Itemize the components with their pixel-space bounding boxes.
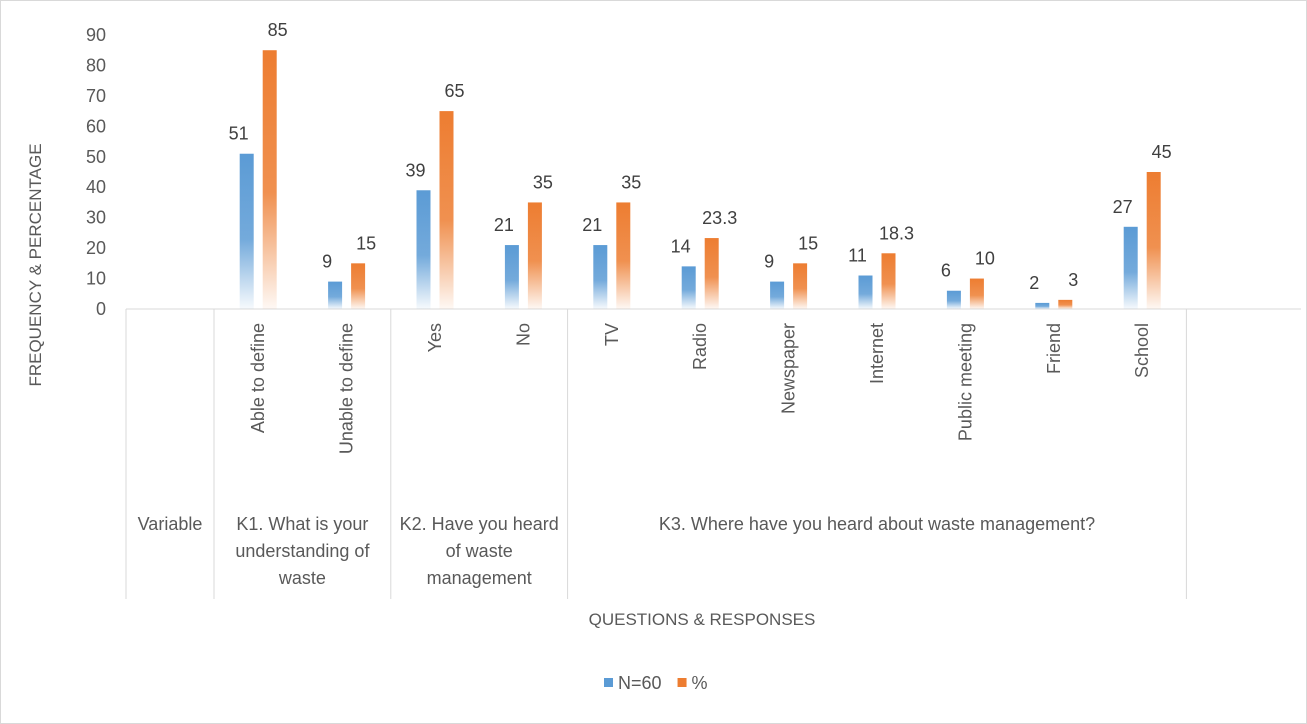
data-label: 10 bbox=[975, 249, 995, 269]
category-label-internet: Internet bbox=[867, 323, 887, 384]
data-label: 23.3 bbox=[702, 208, 737, 228]
category-label-able-to-define: Able to define bbox=[248, 323, 268, 433]
y-tick-label: 10 bbox=[86, 269, 106, 289]
bar-n-60-no bbox=[504, 245, 519, 309]
y-tick-label: 90 bbox=[86, 25, 106, 45]
y-tick-label: 0 bbox=[96, 299, 106, 319]
bar-n-60-public-meeting bbox=[946, 290, 961, 309]
bar-n-60-yes bbox=[416, 190, 431, 309]
bar-n-60-tv bbox=[593, 245, 608, 309]
data-label: 15 bbox=[356, 233, 376, 253]
bar-percent-newspaper bbox=[793, 263, 808, 309]
data-label: 35 bbox=[621, 172, 641, 192]
data-label: 3 bbox=[1068, 270, 1078, 290]
row-header-variable: Variable bbox=[138, 514, 203, 534]
data-label: 15 bbox=[798, 233, 818, 253]
bar-n-60-internet bbox=[858, 275, 873, 309]
group-label-k2: K2. Have you heard of waste management bbox=[400, 514, 559, 588]
category-label-no: No bbox=[513, 323, 533, 346]
data-label: 9 bbox=[322, 252, 332, 272]
data-label: 11 bbox=[848, 246, 867, 266]
bar-n-60-newspaper bbox=[770, 281, 785, 309]
category-label-newspaper: Newspaper bbox=[779, 323, 799, 414]
category-label-yes: Yes bbox=[425, 323, 445, 352]
legend-swatch bbox=[677, 678, 687, 687]
legend-swatch bbox=[604, 678, 613, 687]
bar-percent-able-to-define bbox=[262, 50, 277, 309]
bar-n-60-unable-to-define bbox=[328, 281, 343, 309]
bar-percent-tv bbox=[616, 202, 631, 309]
legend-label: N=60 bbox=[618, 673, 662, 693]
group-label-k3: K3. Where have you heard about waste man… bbox=[659, 514, 1095, 534]
data-labels: 51 85 9 15 39 65 21 35 21 35 14 23.3 9 15 11 18.3 6 10 2 3 2… bbox=[229, 20, 1172, 293]
category-label-friend: Friend bbox=[1044, 323, 1064, 374]
y-axis-ticks: 0 10 20 30 40 50 60 70 80 90 bbox=[86, 25, 106, 319]
bar-percent-school bbox=[1146, 172, 1161, 309]
data-label: 21 bbox=[582, 215, 602, 235]
data-label: 85 bbox=[268, 20, 288, 40]
bar-percent-no bbox=[527, 202, 542, 309]
category-label-public-meeting: Public meeting bbox=[955, 323, 975, 441]
data-label: 51 bbox=[229, 124, 249, 144]
data-label: 9 bbox=[764, 252, 774, 272]
y-tick-label: 30 bbox=[86, 208, 106, 228]
y-tick-label: 60 bbox=[86, 116, 106, 136]
data-label: 45 bbox=[1152, 142, 1172, 162]
category-label-unable-to-define: Unable to define bbox=[337, 323, 357, 454]
bar-n-60-radio bbox=[681, 266, 696, 309]
bar-percent-internet bbox=[881, 253, 896, 309]
bar-n-60-able-to-define bbox=[239, 153, 254, 309]
y-tick-label: 50 bbox=[86, 147, 106, 167]
y-tick-label: 20 bbox=[86, 238, 106, 258]
bar-percent-radio bbox=[704, 238, 719, 309]
bar-percent-unable-to-define bbox=[351, 263, 366, 309]
data-label: 14 bbox=[671, 236, 691, 256]
bar-percent-friend bbox=[1058, 299, 1073, 309]
data-label: 65 bbox=[444, 81, 464, 101]
category-label-radio: Radio bbox=[690, 323, 710, 370]
y-tick-label: 70 bbox=[86, 86, 106, 106]
data-label: 35 bbox=[533, 172, 553, 192]
data-label: 2 bbox=[1029, 273, 1039, 293]
category-label-tv: TV bbox=[602, 323, 622, 346]
y-tick-label: 80 bbox=[86, 55, 106, 75]
y-tick-label: 40 bbox=[86, 177, 106, 197]
x-axis-title: QUESTIONS & RESPONSES bbox=[589, 610, 816, 629]
data-label: 6 bbox=[941, 261, 951, 281]
data-label: 21 bbox=[494, 215, 514, 235]
y-axis-title: FREQUENCY & PERCENTAGE bbox=[26, 143, 45, 386]
data-label: 27 bbox=[1113, 197, 1133, 217]
group-labels: K1. What is your understanding of waste K2.… bbox=[235, 514, 1095, 588]
bar-percent-public-meeting bbox=[969, 278, 984, 309]
data-label: 18.3 bbox=[879, 223, 914, 243]
legend-label: % bbox=[692, 673, 708, 693]
bar-percent-yes bbox=[439, 111, 454, 309]
group-label-k1: K1. What is your understanding of waste bbox=[235, 514, 370, 588]
bar-n-60-school bbox=[1123, 226, 1138, 309]
category-labels: Able to define Unable to define Yes No TV Rad… bbox=[248, 323, 1152, 454]
legend: N=60% bbox=[604, 673, 708, 693]
bars bbox=[239, 50, 1161, 309]
category-label-school: School bbox=[1132, 323, 1152, 378]
bar-n-60-friend bbox=[1035, 302, 1050, 309]
data-label: 39 bbox=[405, 160, 425, 180]
